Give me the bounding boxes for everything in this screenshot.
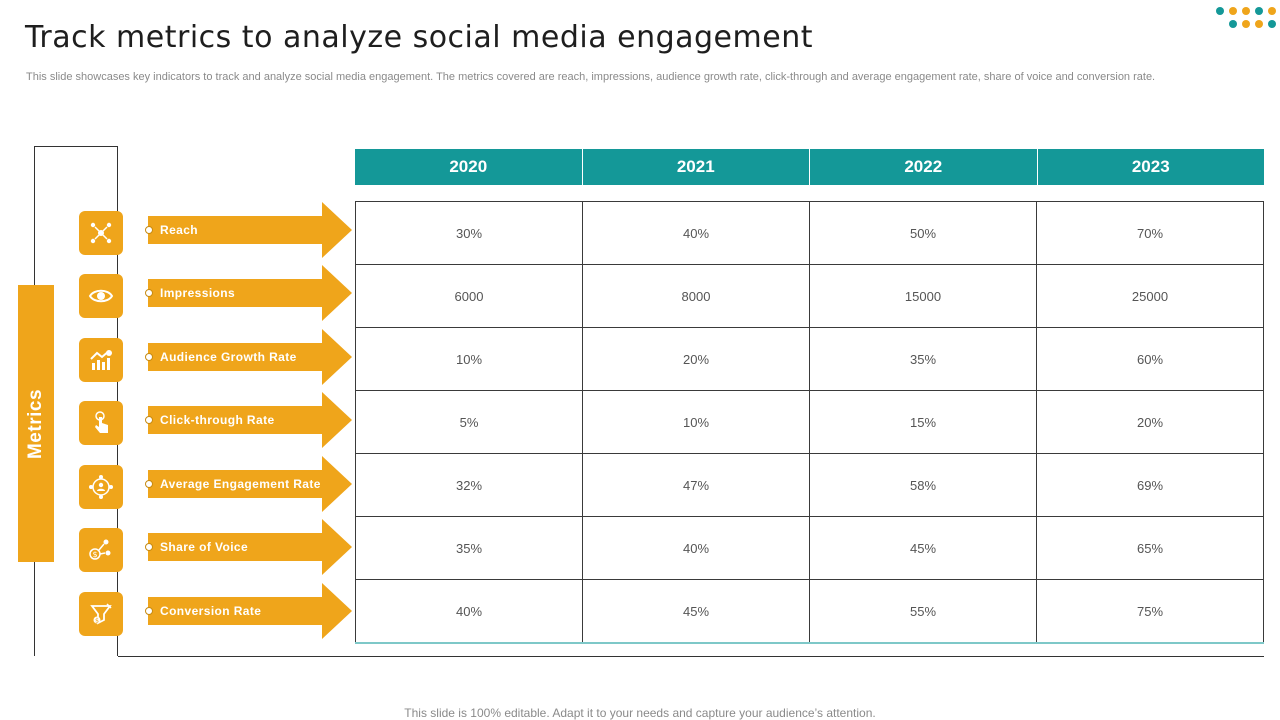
- metric-label: Conversion Rate: [160, 604, 262, 618]
- table-row: 6000 8000 15000 25000: [355, 264, 1264, 328]
- decorative-dots: [1214, 6, 1276, 32]
- metric-arrow-reach: Reach: [145, 202, 352, 258]
- table-cell: 70%: [1036, 201, 1264, 265]
- metric-label: Click-through Rate: [160, 413, 275, 427]
- arrow-shape: [148, 519, 352, 575]
- connector-dot: [145, 416, 153, 424]
- table-cell: 69%: [1036, 453, 1264, 517]
- arrow-shape: [148, 456, 352, 512]
- metric-label: Impressions: [160, 286, 236, 300]
- table-cell: 15000: [809, 264, 1037, 328]
- table-cell: 45%: [809, 516, 1037, 580]
- share-voice-icon: $: [79, 528, 123, 572]
- table-row: 35% 40% 45% 65%: [355, 516, 1264, 580]
- metric-arrow-average-engagement-rate: Average Engagement Rate: [145, 456, 352, 512]
- metric-label: Average Engagement Rate: [160, 477, 321, 491]
- metric-arrow-click-through-rate: Click-through Rate: [145, 392, 352, 448]
- table-row: 30% 40% 50% 70%: [355, 201, 1264, 265]
- table-cell: 58%: [809, 453, 1037, 517]
- svg-text:$: $: [95, 618, 99, 625]
- table-cell: 6000: [355, 264, 583, 328]
- arrow-shape: [148, 583, 352, 639]
- table-cell: 60%: [1036, 327, 1264, 391]
- metric-label: Reach: [160, 223, 199, 237]
- table-cell: 40%: [355, 579, 583, 644]
- growth-chart-icon: [79, 338, 123, 382]
- table-cell: 65%: [1036, 516, 1264, 580]
- table-cell: 30%: [355, 201, 583, 265]
- metrics-side-label-text: Metrics: [25, 388, 46, 459]
- table-row: 5% 10% 15% 20%: [355, 390, 1264, 454]
- dot: [1268, 20, 1276, 28]
- dot: [1229, 7, 1237, 15]
- page-title: Track metrics to analyze social media en…: [25, 20, 813, 55]
- table-cell: 20%: [1036, 390, 1264, 454]
- table-cell: 40%: [582, 516, 810, 580]
- table-cell: 32%: [355, 453, 583, 517]
- table-cell: 35%: [355, 516, 583, 580]
- dot: [1242, 20, 1250, 28]
- connector-dot: [145, 289, 153, 297]
- connector-dot: [145, 607, 153, 615]
- table-row: 40% 45% 55% 75%: [355, 579, 1264, 644]
- year-header-2021: 2021: [583, 149, 810, 185]
- table-cell: 5%: [355, 390, 583, 454]
- table-cell: 25000: [1036, 264, 1264, 328]
- table-cell: 47%: [582, 453, 810, 517]
- dot: [1268, 7, 1276, 15]
- metrics-table: 30% 40% 50% 70% 6000 8000 15000 25000 10% 20% 35% 6…: [355, 201, 1264, 644]
- connector-dot: [145, 226, 153, 234]
- arrow-shape: [148, 392, 352, 448]
- table-cell: 8000: [582, 264, 810, 328]
- table-cell: 55%: [809, 579, 1037, 644]
- eye-icon: [79, 274, 123, 318]
- year-header-row: 2020 2021 2022 2023: [355, 149, 1264, 185]
- year-header-2020: 2020: [355, 149, 583, 185]
- arrow-shape: [148, 265, 352, 321]
- arrow-shape: [148, 329, 352, 385]
- dot: [1216, 7, 1224, 15]
- table-cell: 50%: [809, 201, 1037, 265]
- metrics-side-label: Metrics: [18, 285, 54, 562]
- dot: [1255, 20, 1263, 28]
- table-cell: 10%: [355, 327, 583, 391]
- table-row: 32% 47% 58% 69%: [355, 453, 1264, 517]
- connector-dot: [145, 353, 153, 361]
- conversion-funnel-icon: $: [79, 592, 123, 636]
- hand-click-icon: [79, 401, 123, 445]
- svg-text:$: $: [92, 550, 97, 559]
- table-cell: 20%: [582, 327, 810, 391]
- connector-dot: [145, 480, 153, 488]
- table-row: 10% 20% 35% 60%: [355, 327, 1264, 391]
- table-cell: 10%: [582, 390, 810, 454]
- table-cell: 75%: [1036, 579, 1264, 644]
- table-cell: 40%: [582, 201, 810, 265]
- year-header-2022: 2022: [810, 149, 1038, 185]
- engagement-people-icon: [79, 465, 123, 509]
- table-cell: 35%: [809, 327, 1037, 391]
- page-subtitle: This slide showcases key indicators to t…: [26, 71, 1156, 83]
- table-cell: 45%: [582, 579, 810, 644]
- year-header-2023: 2023: [1131, 157, 1170, 176]
- metric-arrow-impressions: Impressions: [145, 265, 352, 321]
- dot: [1255, 7, 1263, 15]
- metric-arrow-share-of-voice: Share of Voice: [145, 519, 352, 575]
- table-base-line: [118, 656, 1264, 657]
- footer-note: This slide is 100% editable. Adapt it to…: [404, 706, 876, 720]
- metric-label: Audience Growth Rate: [160, 350, 297, 364]
- dot: [1229, 20, 1237, 28]
- dot: [1242, 7, 1250, 15]
- table-cell: 15%: [809, 390, 1037, 454]
- metric-label: Share of Voice: [160, 540, 249, 554]
- network-icon: [79, 211, 123, 255]
- arrow-shape: [148, 202, 352, 258]
- metric-arrow-conversion-rate: Conversion Rate: [145, 583, 352, 639]
- metric-arrow-audience-growth-rate: Audience Growth Rate: [145, 329, 352, 385]
- connector-dot: [145, 543, 153, 551]
